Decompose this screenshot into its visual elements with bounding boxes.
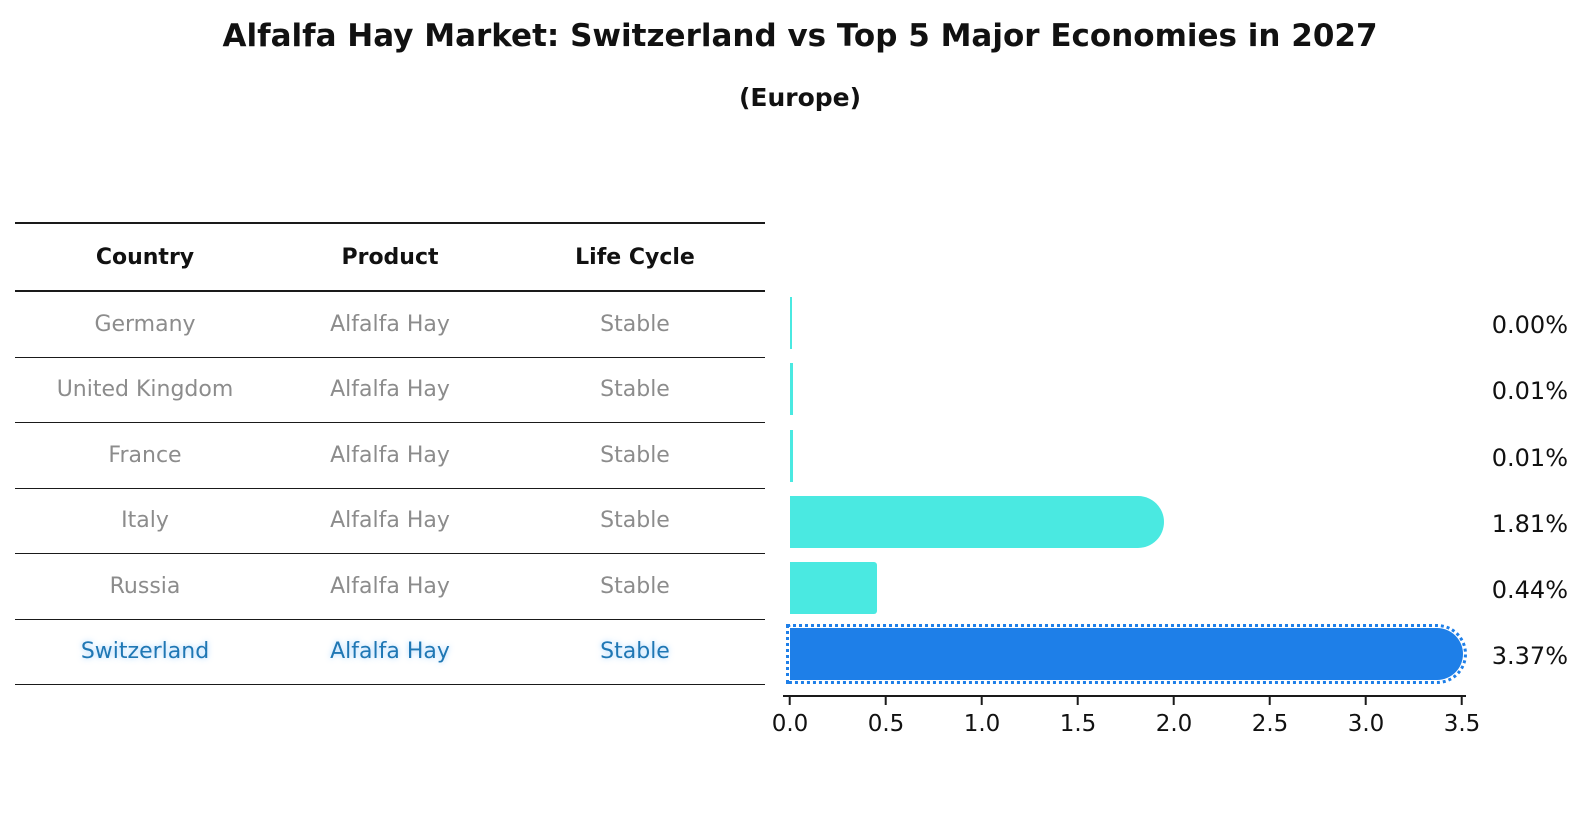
tick-label: 1.5 (1059, 711, 1097, 737)
bar-russia (790, 561, 878, 614)
tick-mark (884, 697, 887, 705)
bar-germany (790, 297, 792, 350)
value-label: 1.81% (1491, 509, 1568, 538)
value-label: 0.00% (1491, 311, 1568, 340)
lifecycle-cell: Stable (600, 508, 670, 534)
bar-united-kingdom (790, 363, 793, 416)
table-row-germany: Germany Alfalfa Hay Stable (15, 292, 765, 358)
x-tick: 1.0 (963, 697, 1001, 737)
table-header-row: Country Product Life Cycle (15, 222, 765, 292)
table-row-italy: Italy Alfalfa Hay Stable (15, 489, 765, 554)
x-tick: 3.0 (1347, 697, 1385, 737)
product-cell: Alfalfa Hay (330, 442, 450, 468)
x-tick: 0.0 (771, 697, 809, 737)
country-cell: France (108, 442, 182, 468)
table-row-russia: Russia Alfalfa Hay Stable (15, 554, 765, 620)
x-tick: 3.5 (1443, 697, 1481, 737)
tick-mark (1364, 697, 1367, 705)
lifecycle-cell: Stable (600, 377, 670, 403)
tick-label: 0.5 (867, 711, 905, 737)
tick-label: 3.5 (1443, 711, 1481, 737)
product-cell: Alfalfa Hay (330, 639, 450, 665)
x-tick: 1.5 (1059, 697, 1097, 737)
tick-mark (1172, 697, 1175, 705)
bar-france (790, 429, 793, 482)
lifecycle-cell: Stable (600, 311, 670, 337)
x-axis-line (783, 695, 1466, 697)
country-cell: Switzerland (80, 639, 210, 665)
tick-label: 3.0 (1347, 711, 1385, 737)
lifecycle-cell: Stable (600, 442, 670, 468)
country-table: Country Product Life Cycle Germany Alfal… (15, 222, 765, 685)
table-row-united-kingdom: United Kingdom Alfalfa Hay Stable (15, 358, 765, 423)
product-cell: Alfalfa Hay (330, 573, 450, 599)
product-cell: Alfalfa Hay (330, 508, 450, 534)
value-label: 3.37% (1491, 642, 1568, 671)
bar-switzerland (785, 624, 1468, 685)
value-label: 0.44% (1491, 575, 1568, 604)
country-cell: Russia (109, 573, 181, 599)
chart-title: Alfalfa Hay Market: Switzerland vs Top 5… (222, 18, 1378, 54)
bar-italy (790, 495, 1164, 548)
tick-label: 2.0 (1155, 711, 1193, 737)
tick-mark (1268, 697, 1271, 705)
table-row-switzerland: Switzerland Alfalfa Hay Stable (15, 620, 765, 685)
lifecycle-cell: Stable (600, 639, 670, 665)
product-cell: Alfalfa Hay (330, 377, 450, 403)
column-header-lifecycle: Life Cycle (575, 244, 695, 270)
lifecycle-cell: Stable (600, 573, 670, 599)
tick-mark (1076, 697, 1079, 705)
product-cell: Alfalfa Hay (330, 311, 450, 337)
tick-mark (1460, 697, 1463, 705)
tick-mark (788, 697, 791, 705)
column-header-product: Product (341, 244, 439, 270)
country-cell: Italy (121, 508, 169, 534)
tick-label: 2.5 (1251, 711, 1289, 737)
table-row-france: France Alfalfa Hay Stable (15, 423, 765, 489)
country-cell: Germany (94, 311, 196, 337)
x-tick: 2.0 (1155, 697, 1193, 737)
chart-subtitle: (Europe) (738, 83, 862, 112)
tick-label: 1.0 (963, 711, 1001, 737)
x-tick: 2.5 (1251, 697, 1289, 737)
value-label: 0.01% (1491, 443, 1568, 472)
tick-label: 0.0 (771, 711, 809, 737)
value-label: 0.01% (1491, 377, 1568, 406)
tick-mark (980, 697, 983, 705)
country-cell: United Kingdom (56, 377, 234, 403)
column-header-country: Country (95, 244, 195, 270)
x-tick: 0.5 (867, 697, 905, 737)
